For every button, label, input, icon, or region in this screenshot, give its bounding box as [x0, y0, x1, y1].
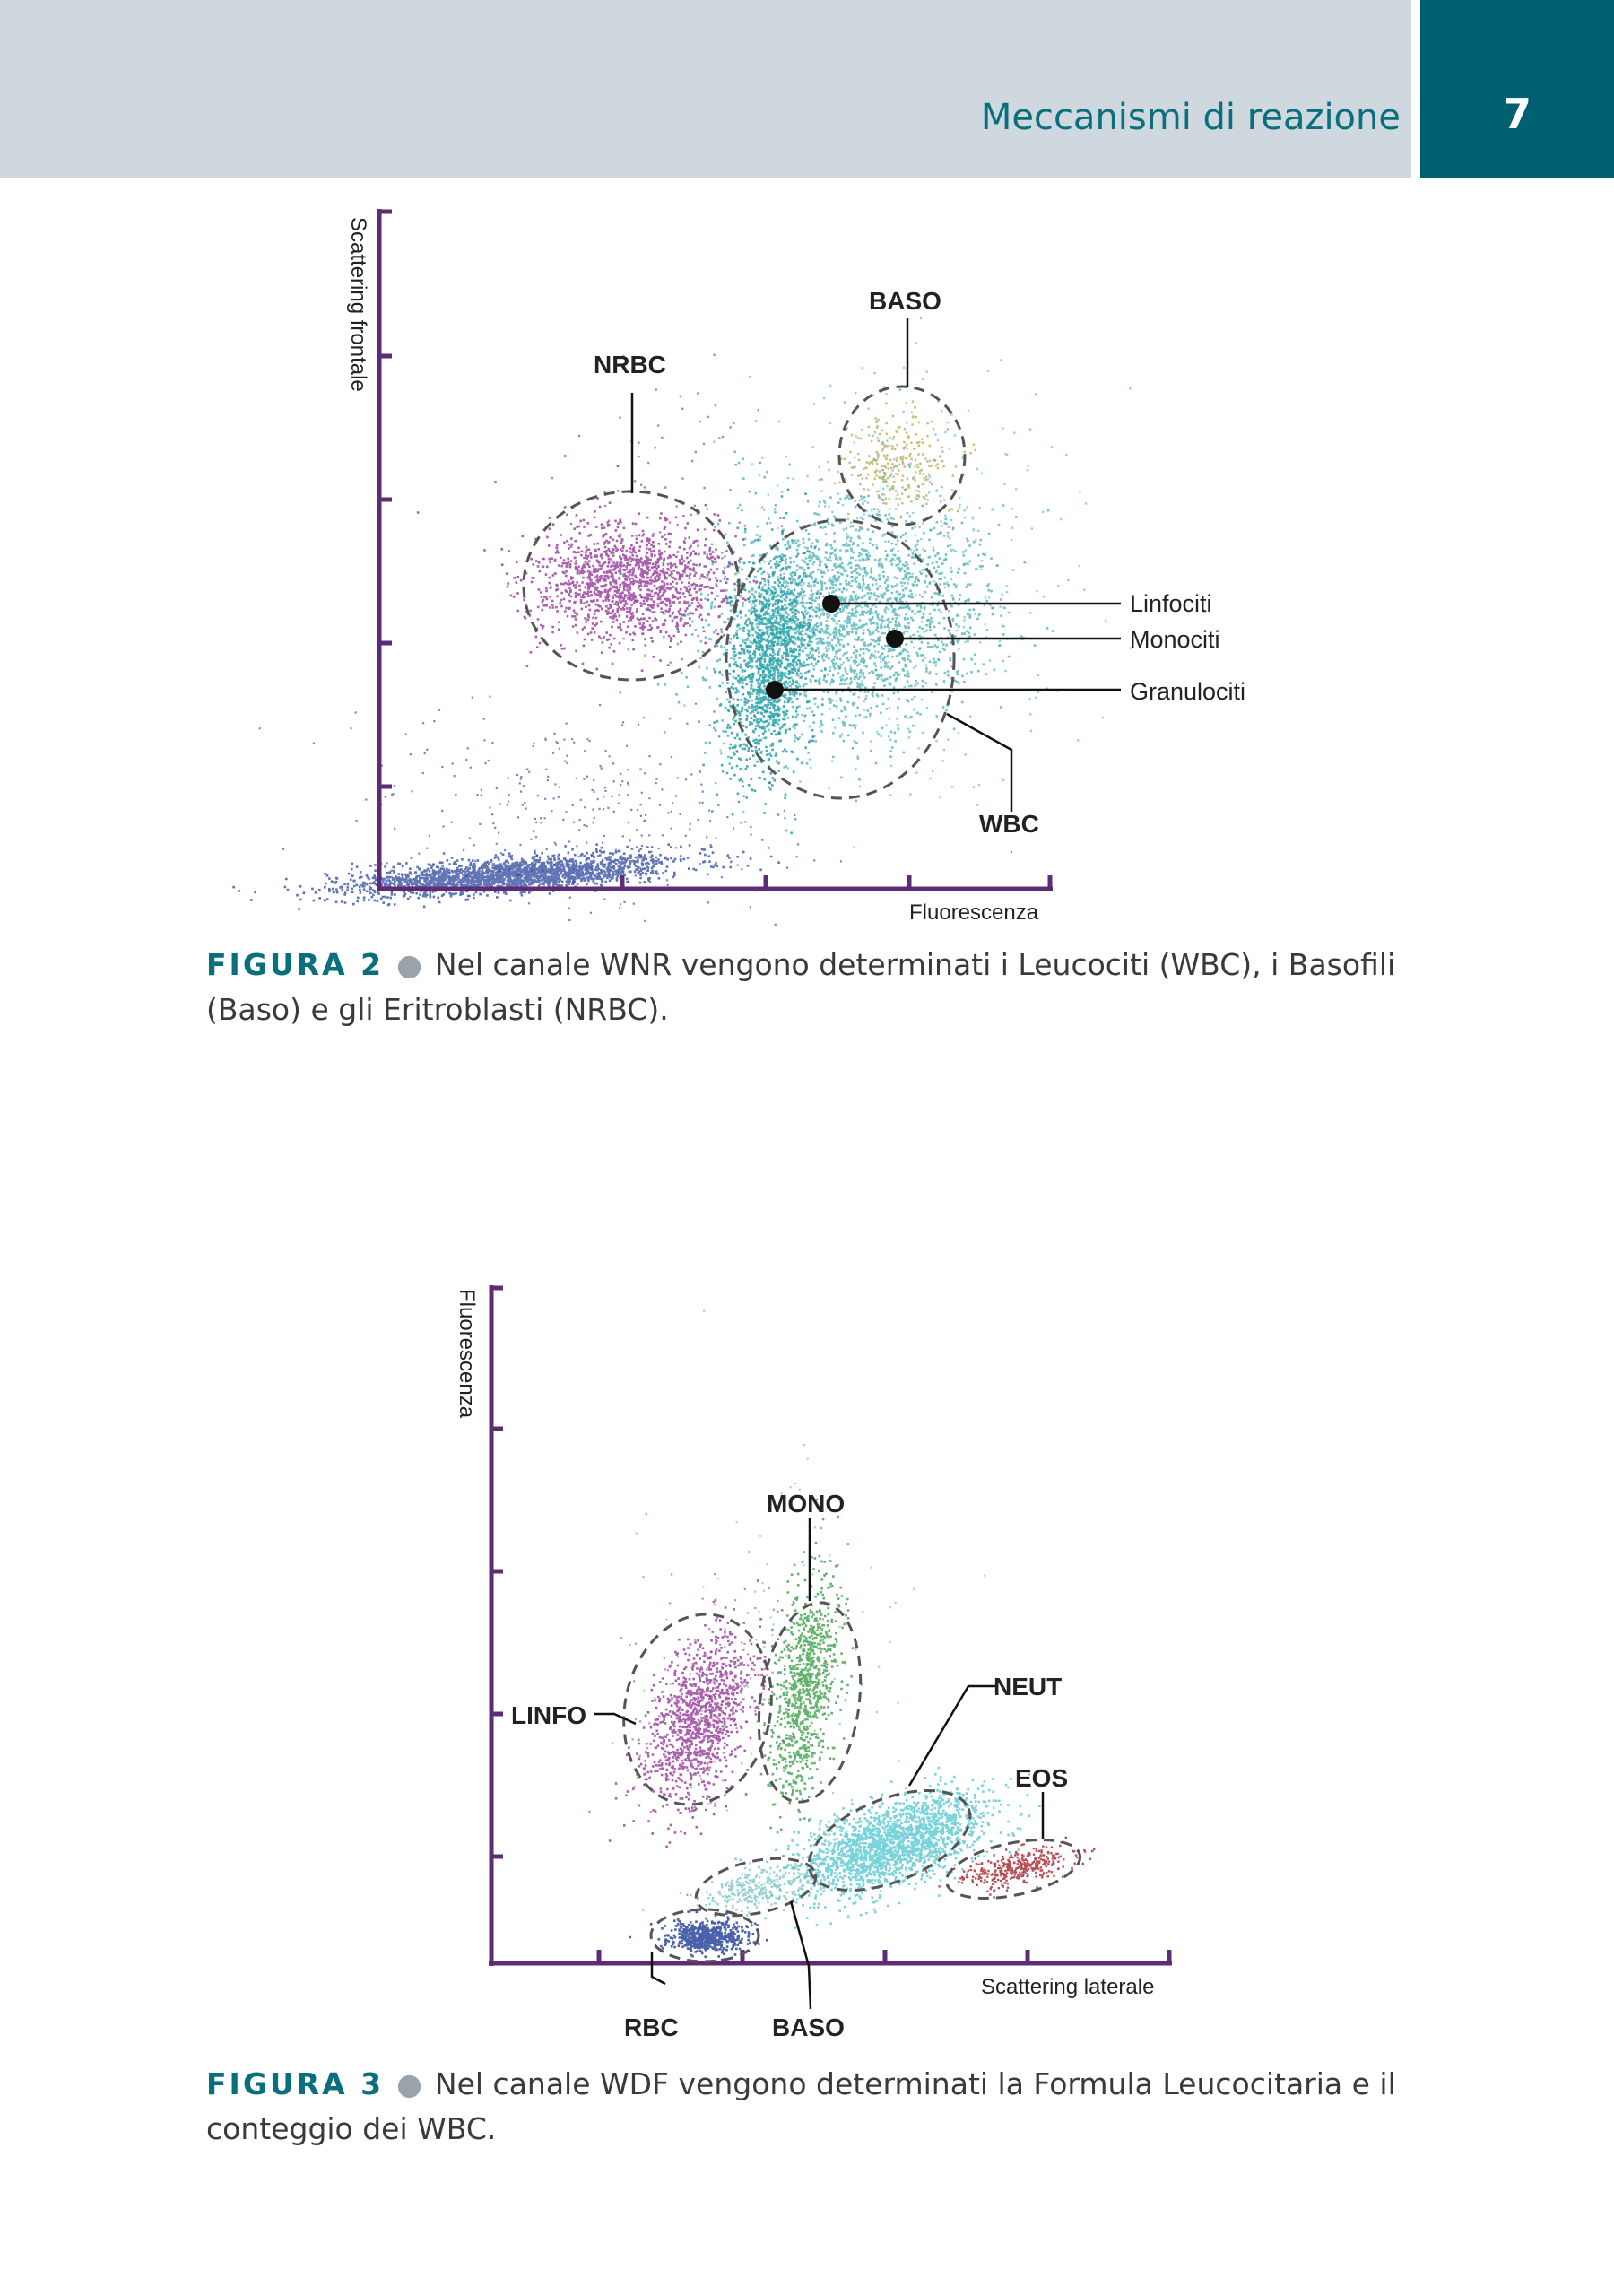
figure-3-x-axis-label: Scattering laterale [981, 1975, 1154, 1999]
label-rbc: RBC [624, 2013, 679, 2041]
wbc-cloud [619, 388, 1054, 803]
neut-cloud [711, 1766, 1041, 1929]
caption-bullet-icon: ● [396, 2066, 422, 2101]
label-eos: EOS [1015, 1764, 1068, 1792]
figure-2-y-axis-label: Scattering frontale [346, 217, 370, 392]
page-number-box [1420, 0, 1614, 178]
label-linfo: LINFO [511, 1701, 586, 1729]
figure-3-caption: FIGURA 3 ● Nel canale WDF vengono determin… [206, 2062, 1412, 2152]
figure-3-caption-label: FIGURA 3 [206, 2066, 385, 2101]
label-linfociti: Linfociti [1130, 590, 1212, 617]
label-granulociti: Granulociti [1130, 678, 1245, 705]
label-neut: NEUT [994, 1673, 1062, 1700]
nrbc-cloud [416, 465, 822, 679]
label-baso-wdf: BASO [772, 2013, 845, 2041]
figure-2-caption-label: FIGURA 2 [206, 947, 385, 982]
eos-cloud [924, 1836, 1096, 1899]
rbc-cloud [629, 1910, 768, 1961]
label-baso-wnr: BASO [869, 287, 941, 315]
figure-3-leaders [594, 1518, 1045, 2010]
header-band [0, 0, 1411, 178]
baso-wdf-cloud [680, 1852, 835, 1921]
figure-3-y-axis-label: Fluorescenza [455, 1289, 479, 1419]
page-number: 7 [1502, 90, 1532, 138]
figure-2-axes [377, 209, 1053, 891]
figure-3-dots [588, 1309, 1096, 1961]
chapter-title: Meccanismi di reazione [980, 97, 1401, 138]
figure-2-caption: FIGURA 2 ● Nel canale WNR vengono determin… [206, 943, 1412, 1032]
label-wbc: WBC [979, 810, 1039, 838]
figure-2-x-axis-label: Fluorescenza [909, 900, 1039, 925]
lymph-cloud [608, 1579, 785, 1848]
figure-2-dots [232, 291, 1132, 926]
label-monociti: Monociti [1130, 626, 1220, 653]
figure-3-scattergram: Fluorescenza Scattering laterale MONO LI… [455, 1285, 1172, 2041]
linfociti-marker [822, 595, 840, 613]
monociti-marker [886, 630, 904, 648]
rbc-debris-cloud [232, 843, 780, 910]
figure-2-scattergram: Scattering frontale Fluorescenza NRBC BA… [232, 209, 1245, 926]
label-nrbc: NRBC [594, 351, 666, 378]
figure-3-axes [489, 1285, 1172, 1966]
granulociti-marker [766, 681, 784, 699]
mono-cloud [759, 1498, 863, 1857]
caption-bullet-icon: ● [396, 947, 422, 982]
label-mono: MONO [767, 1490, 845, 1518]
figure-3-caption-text: Nel canale WDF vengono determinati la Fo… [206, 2066, 1396, 2146]
figure-3-gates [622, 1601, 1082, 1963]
figure-2-leaders [630, 318, 1121, 812]
wdf-scatter [629, 1309, 986, 1915]
figure-2-caption-text: Nel canale WNR vengono determinati i Leu… [206, 947, 1396, 1027]
granulocyte-core [698, 488, 841, 849]
figure-2-markers [766, 595, 904, 699]
